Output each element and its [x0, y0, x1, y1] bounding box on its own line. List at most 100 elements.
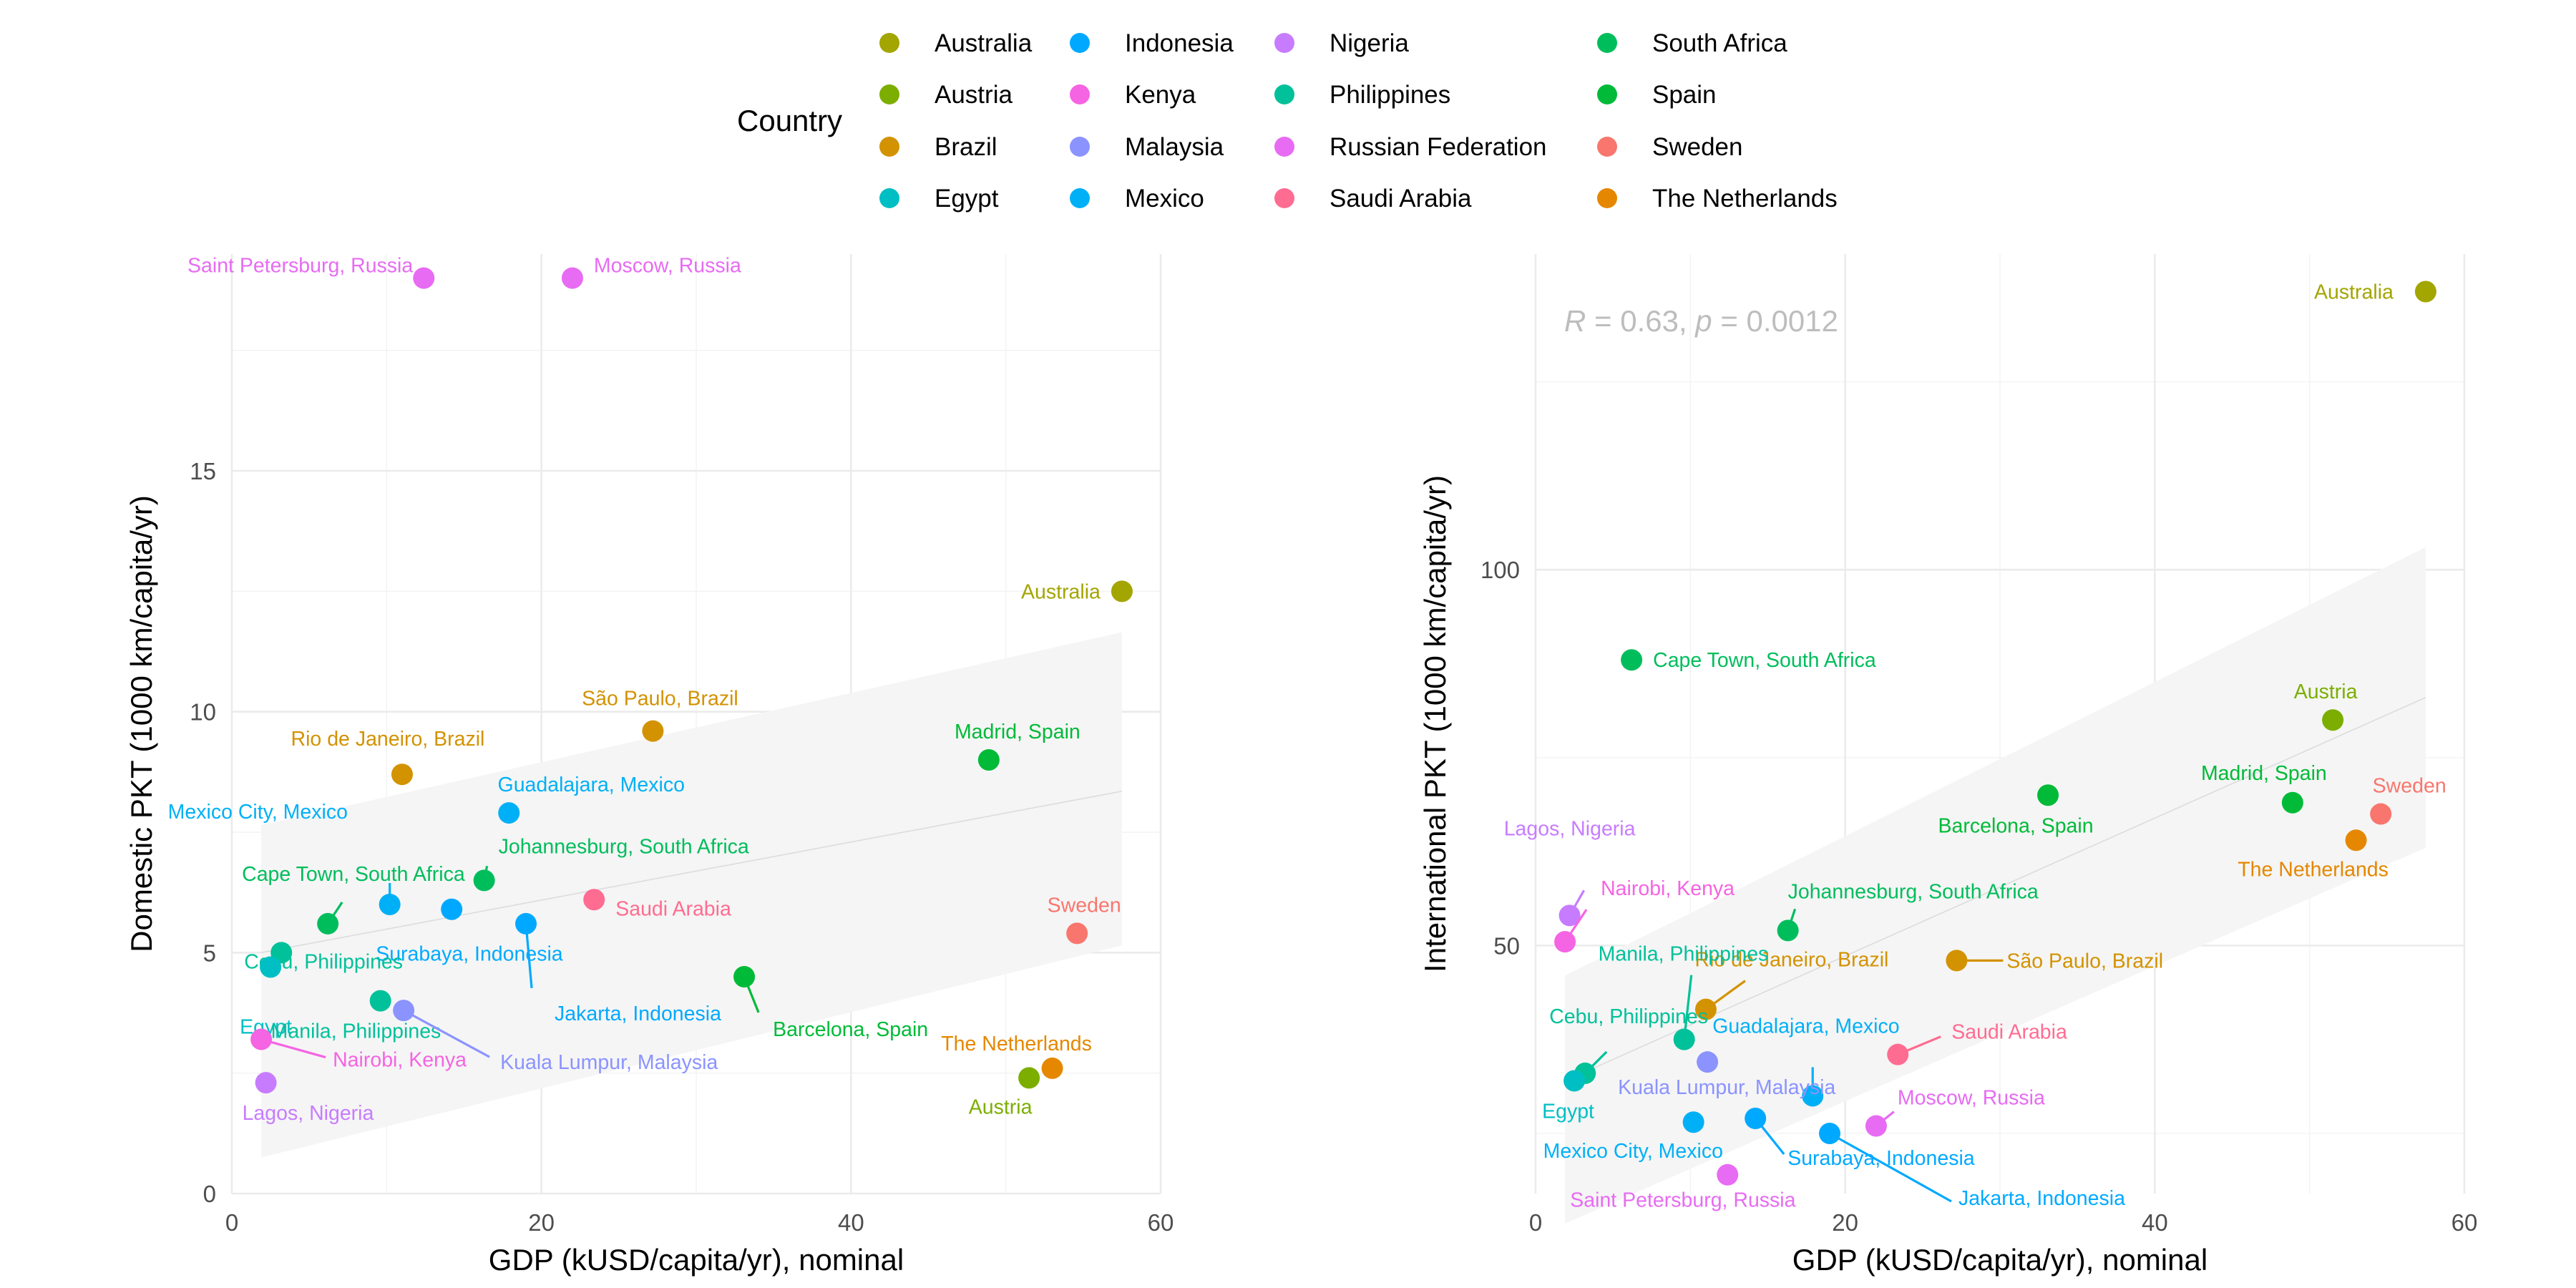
confidence-band: [1565, 547, 2426, 1224]
data-point-barcelona-spain: [733, 966, 756, 987]
data-point-the-netherlands: [1041, 1057, 1063, 1079]
point-label: Cape Town, South Africa: [1653, 649, 1876, 672]
data-point-australia: [1111, 580, 1133, 602]
legend-key-indonesia: [1070, 33, 1090, 53]
point-label: Mexico City, Mexico: [168, 801, 348, 824]
data-point-saudi-arabia: [583, 889, 605, 911]
data-point-madrid-spain: [977, 749, 1000, 771]
confidence-band: [261, 632, 1122, 1158]
data-point-madrid-spain: [2281, 791, 2303, 814]
x-tick-label: 20: [1832, 1209, 1858, 1236]
x-axis-title: GDP (kUSD/capita/yr), nominal: [1792, 1243, 2207, 1277]
legend-key-the-netherlands: [1597, 188, 1617, 208]
x-tick-label: 0: [225, 1209, 238, 1236]
legend-item-sweden: Sweden: [1597, 133, 1742, 161]
data-point-barcelona-spain: [2037, 784, 2059, 806]
legend-item-south-africa: South Africa: [1597, 29, 1787, 57]
data-point-egypt: [260, 956, 282, 978]
panel-international: 0 20 40 60 50 100 GDP (kUSD/capita/yr), nomina…: [1418, 254, 2477, 1277]
legend-item-kenya: Kenya: [1070, 81, 1196, 109]
legend-label: Nigeria: [1330, 29, 1409, 57]
data-point-surabaya-indonesia: [441, 898, 463, 920]
point-label: Lagos, Nigeria: [243, 1102, 374, 1125]
legend-label: Indonesia: [1125, 29, 1234, 57]
point-label: Nairobi, Kenya: [333, 1049, 467, 1072]
point-label: Moscow, Russia: [1898, 1086, 2045, 1109]
x-tick-label: 20: [528, 1209, 555, 1236]
legend-key-australia: [879, 33, 899, 53]
data-point-austria: [1018, 1067, 1040, 1089]
data-point-sao-paulo-brazil: [1946, 950, 1968, 972]
leader-line: [1683, 975, 1693, 1040]
data-point-johannesburg-south-africa: [473, 869, 495, 892]
y-tick-label: 50: [1493, 932, 1520, 959]
legend-item-nigeria: Nigeria: [1274, 29, 1409, 57]
point-label: São Paulo, Brazil: [582, 688, 738, 711]
x-tick-label: 0: [1529, 1209, 1542, 1236]
legend-label: Brazil: [935, 133, 997, 161]
legend-key-austria: [879, 84, 899, 104]
data-point-sweden: [2370, 803, 2392, 825]
point-label: Rio de Janeiro, Brazil: [291, 728, 485, 751]
panel-domestic: 0 20 40 60 0 5 10 15 GDP (kUSD/capita/yr), nomin…: [125, 254, 1174, 1277]
data-point-the-netherlands: [2345, 829, 2367, 852]
leader-line: [525, 923, 533, 989]
legend: Country Australia Austria Brazil Egypt Indone…: [737, 29, 1838, 213]
legend-label: Kenya: [1125, 81, 1196, 109]
point-label: Austria: [2294, 680, 2358, 703]
point-label: Surabaya, Indonesia: [1787, 1147, 1975, 1170]
legend-label: Egypt: [935, 185, 999, 213]
x-tick-label: 60: [2451, 1209, 2478, 1236]
data-point-sweden: [1066, 922, 1088, 945]
legend-item-mexico: Mexico: [1070, 185, 1204, 213]
legend-key-mexico: [1070, 188, 1090, 208]
data-point-kuala-lumpur-malaysia: [1697, 1051, 1719, 1073]
data-point-mexico-city-mexico: [1682, 1111, 1704, 1133]
y-tick-label: 0: [203, 1181, 216, 1207]
legend-item-the-netherlands: The Netherlands: [1597, 185, 1838, 213]
legend-item-austria: Austria: [879, 81, 1013, 109]
point-label: Manila, Philippines: [1599, 943, 1769, 966]
legend-label: Saudi Arabia: [1330, 185, 1472, 213]
legend-label: Mexico: [1125, 185, 1204, 213]
x-tick-label: 40: [838, 1209, 864, 1236]
y-tick-label: 10: [190, 699, 216, 726]
trend-line: [260, 790, 1123, 954]
legend-key-kenya: [1070, 84, 1090, 104]
correlation-stat: R = 0.63, p = 0.0012: [1564, 304, 1838, 338]
legend-key-malaysia: [1070, 137, 1090, 157]
y-tick-label: 5: [203, 940, 216, 966]
y-tick-label: 15: [190, 458, 216, 484]
data-point-saint-petersburg-russia: [413, 267, 435, 289]
data-point-surabaya-indonesia: [1745, 1107, 1767, 1129]
legend-key-south-africa: [1597, 33, 1617, 53]
point-label: Cape Town, South Africa: [242, 863, 465, 886]
legend-key-philippines: [1274, 84, 1294, 104]
data-point-guadalajara-mexico: [1802, 1085, 1824, 1107]
point-label: Guadalajara, Mexico: [1712, 1015, 1899, 1038]
point-label: Egypt: [1542, 1100, 1594, 1123]
y-tick-label: 100: [1480, 557, 1520, 583]
x-tick-label: 60: [1148, 1209, 1174, 1236]
data-point-moscow-russia: [561, 267, 583, 289]
point-label: Nairobi, Kenya: [1601, 877, 1735, 900]
point-label: Guadalajara, Mexico: [498, 774, 685, 796]
point-label: Madrid, Spain: [2201, 762, 2327, 785]
data-point-saudi-arabia: [1887, 1043, 1909, 1065]
point-label: Johannesburg, South Africa: [1788, 880, 2039, 903]
point-label: Kuala Lumpur, Malaysia: [1618, 1076, 1835, 1099]
point-label: Surabaya, Indonesia: [376, 943, 563, 966]
point-label: Cebu, Philippines: [1549, 1005, 1708, 1028]
legend-key-brazil: [879, 137, 899, 157]
leader-line: [403, 1009, 490, 1058]
legend-title: Country: [737, 104, 842, 137]
legend-label: Austria: [935, 81, 1013, 109]
point-label: Austria: [969, 1096, 1033, 1118]
data-point-nairobi-kenya: [250, 1028, 273, 1050]
point-label: Mexico City, Mexico: [1543, 1140, 1723, 1163]
point-label: The Netherlands: [2238, 858, 2389, 881]
data-point-australia: [2414, 280, 2436, 303]
data-point-mexico-city-mexico: [379, 894, 401, 915]
legend-item-egypt: Egypt: [879, 185, 999, 213]
